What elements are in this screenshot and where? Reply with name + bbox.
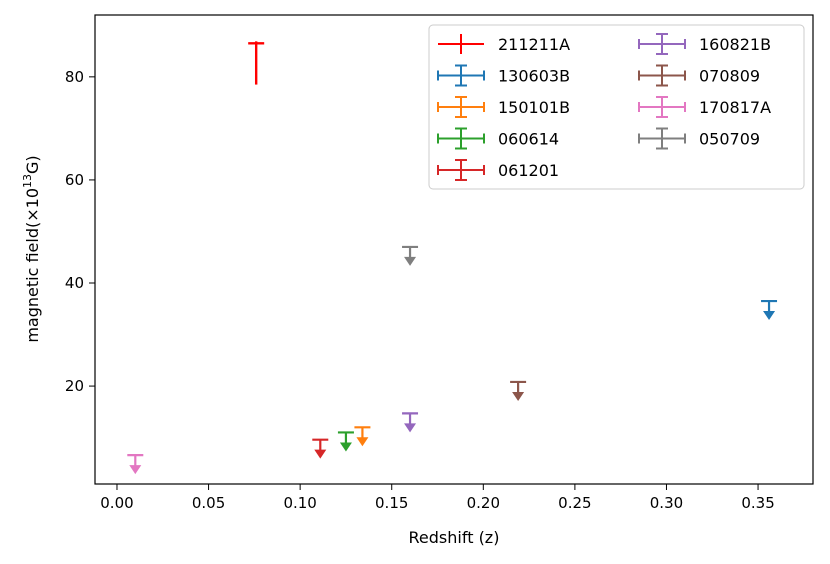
upper-limit-arrow <box>339 442 352 452</box>
legend-label: 150101B <box>498 98 570 117</box>
series-060614 <box>337 431 354 452</box>
y-tick-label: 60 <box>65 171 84 189</box>
upper-limit-arrow <box>404 423 417 433</box>
legend-entry: 070809 <box>638 64 760 87</box>
legend-label: 160821B <box>699 35 771 54</box>
series-211211A <box>248 41 265 85</box>
upper-limit-arrow <box>356 437 369 447</box>
legend-box <box>428 24 805 190</box>
y-axis-title-exponent: 13 <box>21 174 34 188</box>
y-tick-label: 20 <box>65 377 84 395</box>
x-tick-label: 0.00 <box>100 494 133 512</box>
legend-label: 070809 <box>699 67 760 86</box>
x-tick-label: 0.10 <box>283 494 316 512</box>
x-tick-label: 0.30 <box>650 494 683 512</box>
legend-label: 061201 <box>498 161 559 180</box>
data-marks <box>127 41 778 475</box>
legend-entry: 160821B <box>638 33 771 55</box>
y-tick-label: 40 <box>65 274 84 292</box>
legend-entry: 061201 <box>437 159 559 181</box>
upper-limit-arrow <box>512 391 525 401</box>
upper-limit-arrow <box>314 449 327 459</box>
legend-entry: 211211A <box>438 34 570 54</box>
legend-label: 060614 <box>498 130 559 149</box>
legend-label: 130603B <box>498 67 570 86</box>
series-061201 <box>312 438 329 459</box>
legend-label: 211211A <box>498 35 570 54</box>
y-axis-title-unit: G) <box>23 155 42 174</box>
legend-label: 050709 <box>699 130 760 149</box>
y-axis-ticks: 20 40 60 80 <box>65 68 95 395</box>
x-tick-label: 0.35 <box>741 494 774 512</box>
legend-entry: 060614 <box>437 127 559 150</box>
x-tick-label: 0.05 <box>192 494 225 512</box>
series-070809 <box>510 380 527 401</box>
legend-entry: 130603B <box>437 64 570 87</box>
series-150101B <box>354 426 371 447</box>
x-axis-ticks: 0.00 0.05 0.10 0.15 0.20 0.25 0.30 0.35 <box>100 484 775 512</box>
series-160821B <box>402 412 419 433</box>
y-axis-title: magnetic field(×1013G) <box>21 155 42 342</box>
x-tick-label: 0.20 <box>467 494 500 512</box>
legend-entry: 150101B <box>437 96 570 118</box>
upper-limit-arrow <box>763 311 776 321</box>
upper-limit-arrow <box>404 256 417 266</box>
x-axis-title: Redshift (z) <box>409 528 500 547</box>
legend-label: 170817A <box>699 98 771 117</box>
y-tick-label: 80 <box>65 68 84 86</box>
series-130603B <box>761 299 778 321</box>
legend-entry: 170817A <box>638 96 771 118</box>
upper-limit-arrow <box>129 465 142 475</box>
x-tick-label: 0.15 <box>375 494 408 512</box>
x-tick-label: 0.25 <box>558 494 591 512</box>
plot-frame <box>94 14 814 485</box>
legend: 211211A 130603B 150101B 060614 061201 160821B… <box>428 24 805 190</box>
series-170817A <box>127 454 144 475</box>
series-050709 <box>402 245 419 266</box>
legend-entry: 050709 <box>638 127 760 150</box>
y-axis-title-main: magnetic field(×10 <box>23 188 42 343</box>
